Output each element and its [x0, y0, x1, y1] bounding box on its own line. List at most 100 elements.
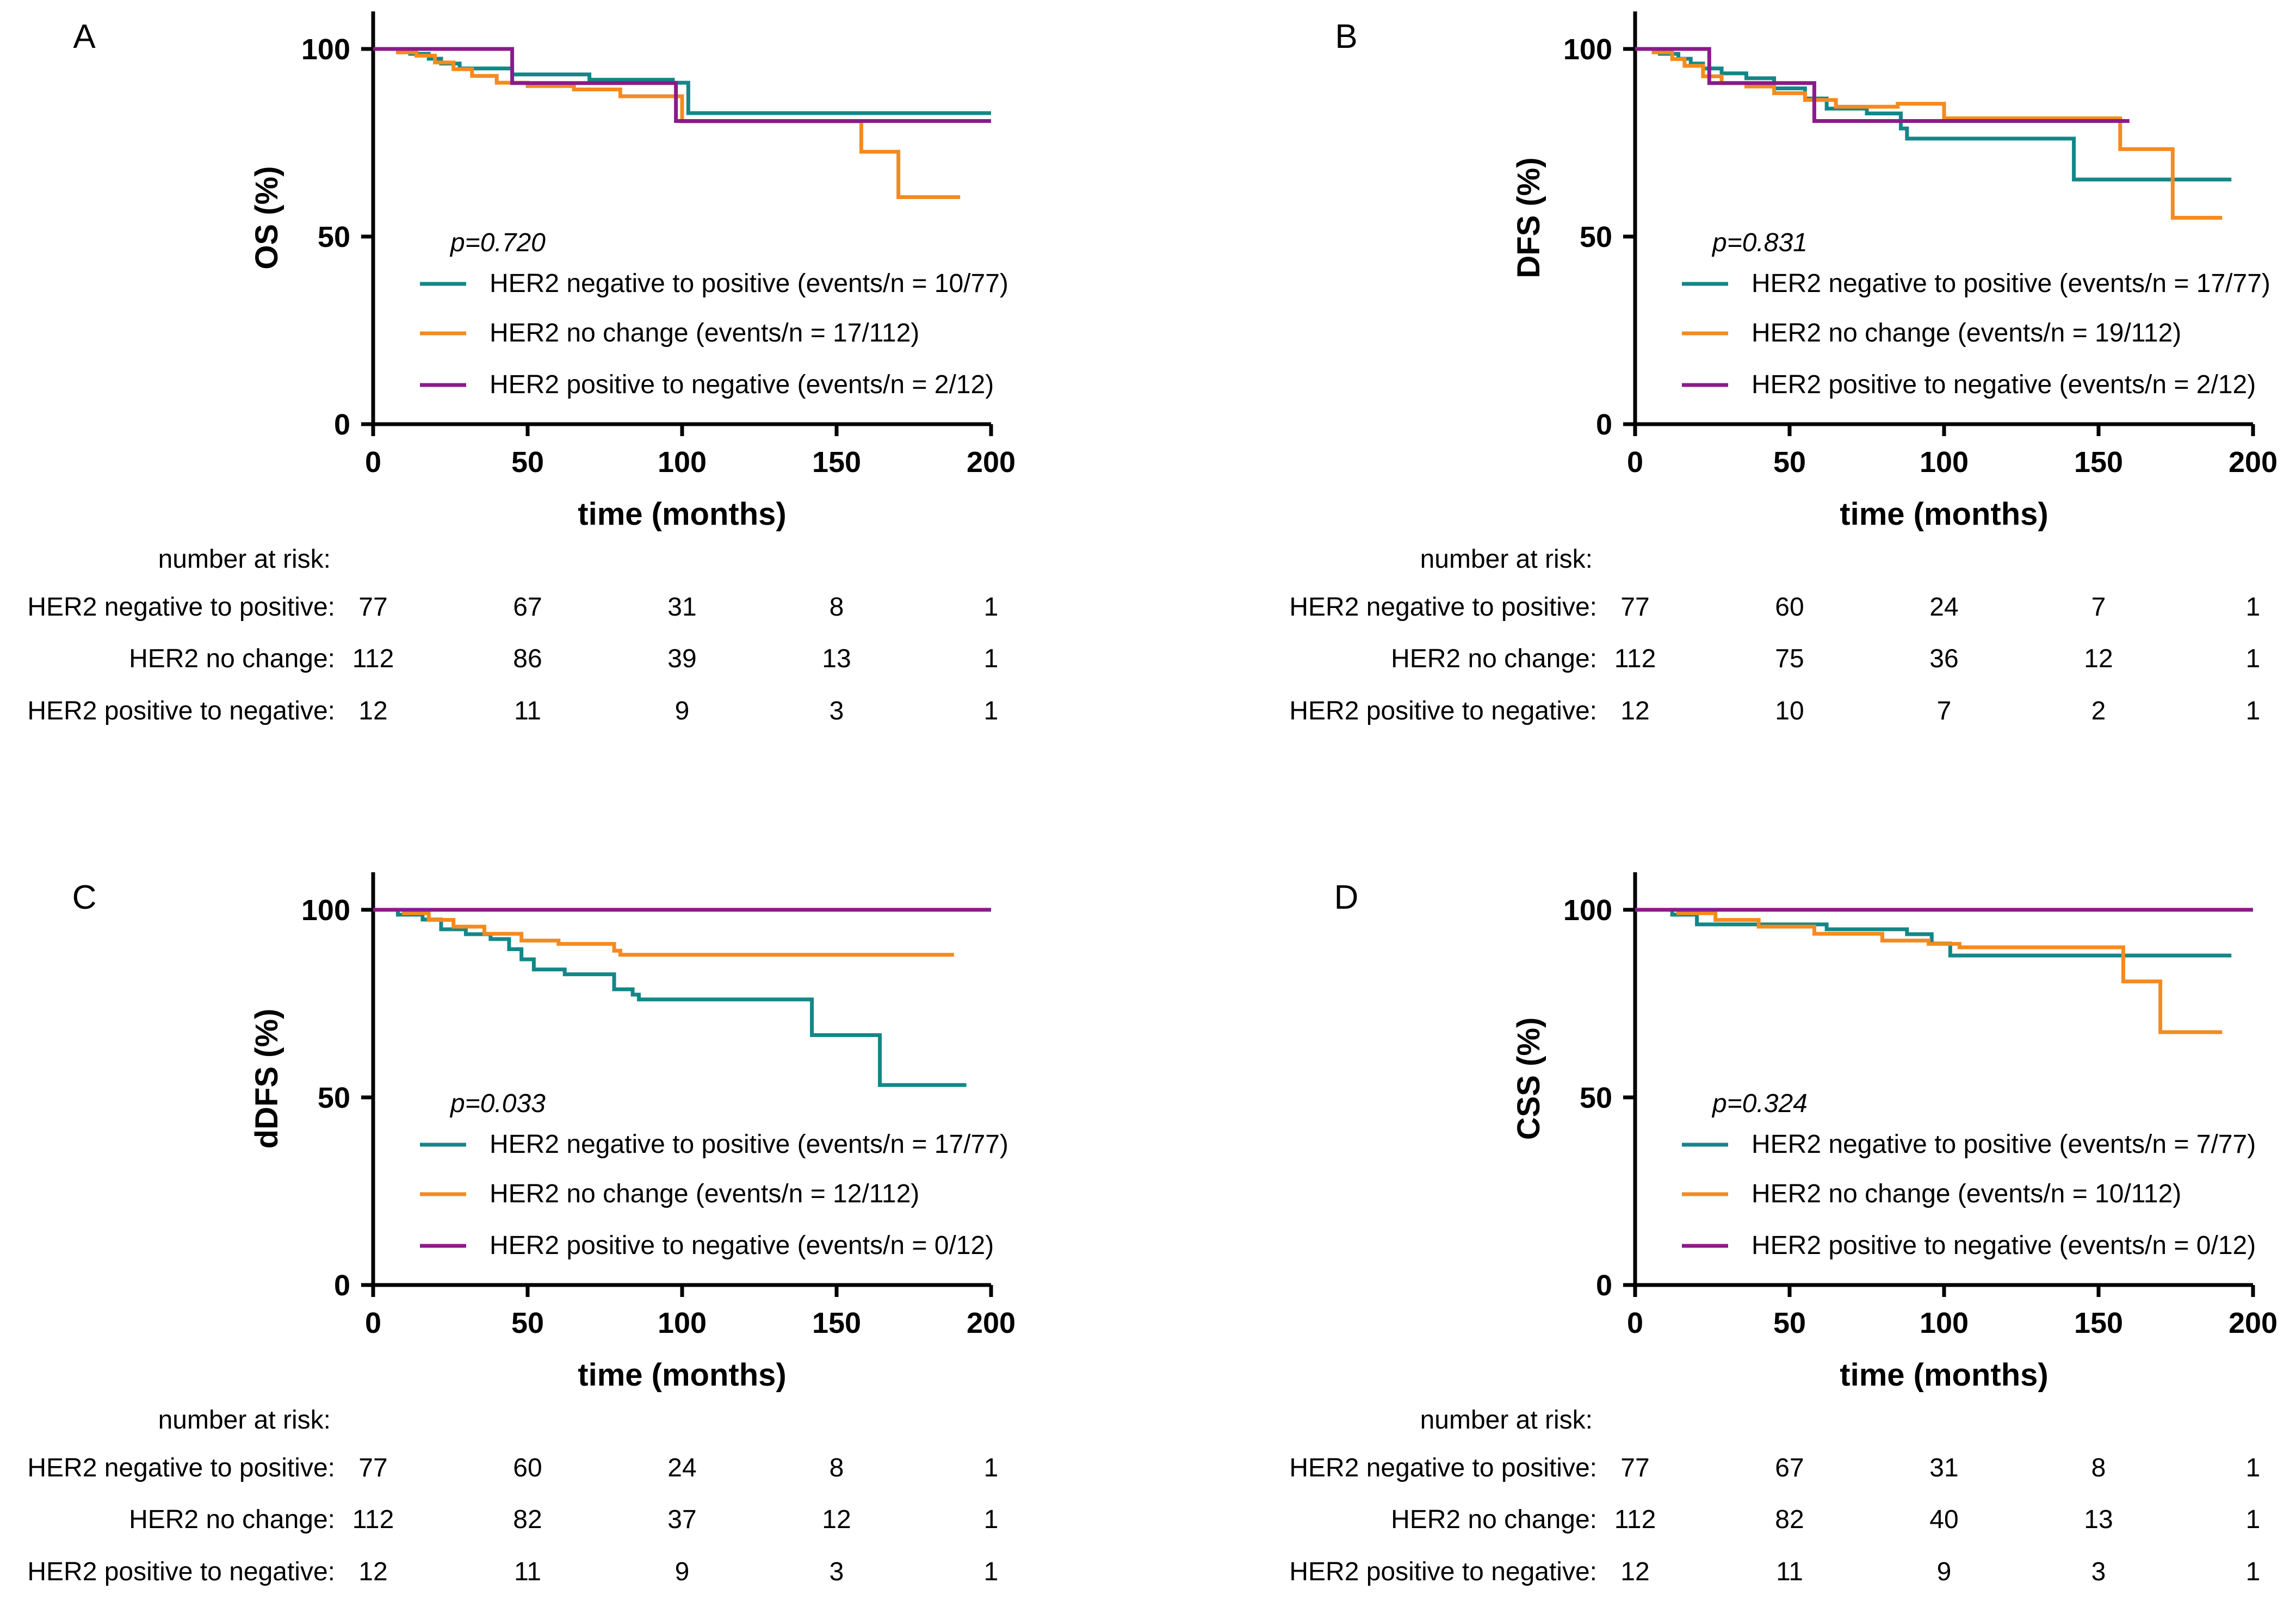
- risk-count: 12: [358, 1557, 387, 1586]
- risk-count: 67: [1775, 1454, 1804, 1482]
- risk-count: 12: [822, 1505, 851, 1534]
- y-tick-label: 0: [1596, 1269, 1612, 1302]
- risk-row-label: HER2 no change:: [129, 1505, 335, 1534]
- panel-letter: B: [1335, 18, 1357, 55]
- y-axis-title: dDFS (%): [249, 1009, 284, 1149]
- legend-label: HER2 no change (events/n = 12/112): [490, 1180, 919, 1208]
- risk-count: 1: [984, 644, 999, 673]
- risk-count: 3: [830, 697, 844, 725]
- risk-count: 1: [984, 1505, 999, 1534]
- panel-a: A 0 50 100 150 200 0 50 100 time (months) OS (%) p=…: [27, 11, 1016, 725]
- x-tick-label: 150: [2074, 1307, 2123, 1339]
- risk-row-label: HER2 negative to positive:: [27, 593, 335, 622]
- y-tick-label: 50: [1580, 1082, 1612, 1114]
- legend-label: HER2 no change (events/n = 10/112): [1752, 1180, 2181, 1208]
- risk-count: 8: [830, 593, 844, 622]
- legend-label: HER2 positive to negative (events/n = 0/…: [1752, 1231, 2256, 1260]
- p-value: p=0.033: [449, 1089, 546, 1118]
- risk-row-label: HER2 positive to negative:: [1289, 697, 1597, 725]
- risk-table-title: number at risk:: [1420, 545, 1593, 574]
- x-tick-label: 0: [365, 1307, 381, 1339]
- x-tick-label: 50: [1773, 446, 1806, 479]
- risk-count: 36: [1929, 644, 1958, 673]
- risk-count: 60: [513, 1454, 542, 1482]
- y-axis-title: OS (%): [249, 166, 284, 269]
- legend-label: HER2 negative to positive (events/n = 10…: [490, 269, 1008, 298]
- risk-count: 1: [2246, 1505, 2261, 1534]
- legend-label: HER2 no change (events/n = 19/112): [1752, 319, 2181, 347]
- km-curve-no-change: [373, 47, 961, 200]
- risk-count: 1: [984, 1454, 999, 1482]
- risk-count: 37: [667, 1505, 696, 1534]
- x-tick-label: 100: [1920, 1307, 1969, 1339]
- panel-c: C 0 50 100 150 200 0 50 100 time (months) dDFS (%)…: [27, 872, 1016, 1586]
- risk-count: 112: [1614, 644, 1656, 673]
- y-tick-label: 100: [1563, 894, 1612, 927]
- risk-count: 12: [1620, 697, 1649, 725]
- risk-count: 1: [984, 593, 999, 622]
- risk-count: 24: [667, 1454, 696, 1482]
- km-curve-pos-to-neg: [373, 47, 991, 123]
- y-axis-title: DFS (%): [1511, 157, 1546, 278]
- risk-count: 13: [2084, 1505, 2113, 1534]
- risk-count: 60: [1775, 593, 1804, 622]
- legend-label: HER2 negative to positive (events/n = 7/…: [1752, 1130, 2256, 1159]
- risk-count: 11: [514, 1557, 541, 1586]
- km-curve-neg-to-pos: [1635, 908, 2232, 958]
- risk-count: 7: [1937, 697, 1952, 725]
- legend-label: HER2 positive to negative (events/n = 2/…: [1752, 370, 2256, 399]
- risk-count: 1: [984, 1557, 999, 1586]
- risk-row-label: HER2 negative to positive:: [1289, 1454, 1597, 1482]
- y-tick-label: 100: [301, 894, 350, 927]
- risk-count: 3: [830, 1557, 844, 1586]
- x-tick-label: 150: [812, 1307, 861, 1339]
- risk-count: 1: [2246, 1557, 2261, 1586]
- p-value: p=0.831: [1711, 228, 1808, 257]
- y-tick-label: 50: [318, 1082, 350, 1114]
- risk-row-label: HER2 negative to positive:: [27, 1454, 335, 1482]
- risk-count: 67: [513, 593, 542, 622]
- y-tick-label: 50: [318, 221, 350, 253]
- legend-label: HER2 positive to negative (events/n = 2/…: [490, 370, 994, 399]
- risk-count: 24: [1929, 593, 1958, 622]
- risk-row-label: HER2 no change:: [129, 644, 335, 673]
- risk-row-label: HER2 positive to negative:: [1289, 1557, 1597, 1586]
- risk-count: 39: [667, 644, 696, 673]
- x-axis-title: time (months): [578, 1357, 786, 1393]
- x-tick-label: 0: [1627, 446, 1643, 479]
- risk-count: 75: [1775, 644, 1804, 673]
- risk-count: 77: [358, 1454, 387, 1482]
- legend-label: HER2 negative to positive (events/n = 17…: [1752, 269, 2270, 298]
- risk-row-label: HER2 negative to positive:: [1289, 593, 1597, 622]
- risk-count: 77: [1620, 593, 1649, 622]
- x-axis-title: time (months): [1840, 496, 2048, 532]
- risk-count: 112: [352, 644, 394, 673]
- risk-count: 1: [2246, 697, 2261, 725]
- x-tick-label: 200: [2229, 446, 2278, 479]
- risk-row-label: HER2 no change:: [1391, 644, 1597, 673]
- risk-count: 11: [1776, 1557, 1803, 1586]
- panel-letter: D: [1334, 879, 1359, 916]
- risk-table-title: number at risk:: [158, 1406, 331, 1435]
- risk-count: 9: [675, 1557, 690, 1586]
- risk-count: 77: [1620, 1454, 1649, 1482]
- km-curve-neg-to-pos: [373, 908, 967, 1087]
- y-axis-title: CSS (%): [1511, 1017, 1546, 1140]
- x-tick-label: 100: [1920, 446, 1969, 479]
- risk-count: 11: [514, 697, 541, 725]
- risk-count: 1: [2246, 593, 2261, 622]
- y-tick-label: 100: [301, 33, 350, 66]
- risk-count: 10: [1775, 697, 1804, 725]
- y-tick-label: 0: [1596, 408, 1612, 441]
- risk-count: 82: [1775, 1505, 1804, 1534]
- risk-count: 86: [513, 644, 542, 673]
- risk-row-label: HER2 positive to negative:: [27, 1557, 335, 1586]
- km-curve-neg-to-pos: [1635, 47, 2232, 182]
- risk-count: 40: [1929, 1505, 1958, 1534]
- x-tick-label: 200: [967, 446, 1016, 479]
- risk-count: 31: [1929, 1454, 1958, 1482]
- x-tick-label: 50: [511, 446, 544, 479]
- risk-count: 7: [2091, 593, 2106, 622]
- x-tick-label: 0: [1627, 1307, 1643, 1339]
- panel-letter: C: [72, 879, 97, 916]
